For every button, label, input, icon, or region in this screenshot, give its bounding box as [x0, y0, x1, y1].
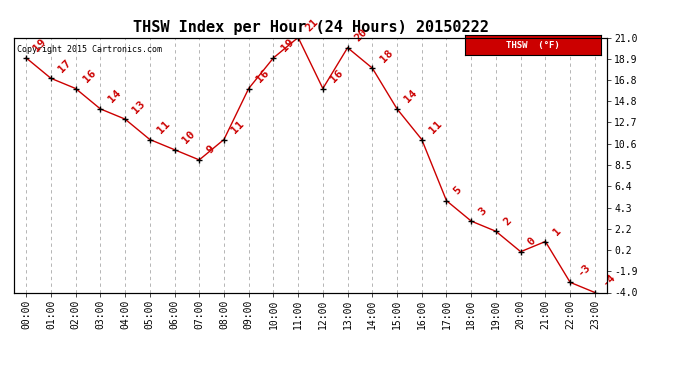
Text: 2: 2 [502, 215, 513, 227]
Text: -3: -3 [575, 261, 592, 278]
Text: 9: 9 [205, 144, 217, 156]
Text: 20: 20 [353, 27, 370, 44]
Text: 17: 17 [57, 57, 73, 74]
Text: 14: 14 [402, 88, 420, 105]
Text: 0: 0 [526, 236, 538, 248]
Text: 13: 13 [130, 98, 147, 115]
Title: THSW Index per Hour (24 Hours) 20150222: THSW Index per Hour (24 Hours) 20150222 [132, 20, 489, 35]
Text: 11: 11 [427, 119, 444, 135]
Text: 18: 18 [378, 47, 395, 64]
Text: 11: 11 [230, 119, 246, 135]
Text: 3: 3 [477, 205, 489, 217]
Text: 19: 19 [32, 37, 48, 54]
Text: Copyright 2015 Cartronics.com: Copyright 2015 Cartronics.com [17, 45, 161, 54]
Text: 16: 16 [254, 68, 271, 84]
Text: -4: -4 [600, 272, 617, 288]
Text: 5: 5 [452, 185, 464, 196]
Text: 10: 10 [180, 129, 197, 146]
Text: 19: 19 [279, 37, 295, 54]
Text: 16: 16 [328, 68, 345, 84]
Text: 16: 16 [81, 68, 98, 84]
Text: 21: 21 [304, 17, 320, 33]
Text: 11: 11 [155, 119, 172, 135]
Text: 1: 1 [551, 225, 563, 237]
Text: 14: 14 [106, 88, 123, 105]
